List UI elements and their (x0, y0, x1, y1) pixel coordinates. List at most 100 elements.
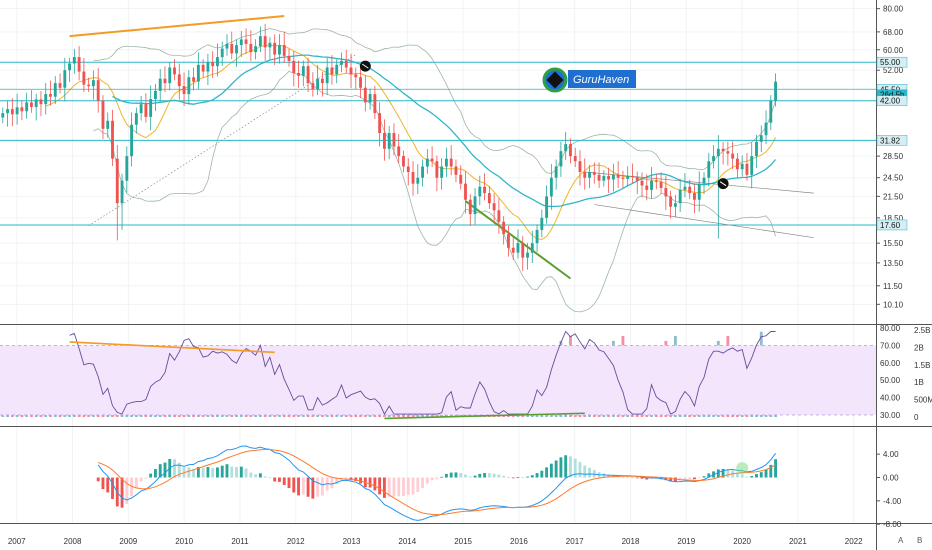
candle-body[interactable] (535, 229, 539, 244)
macd-histogram-bar[interactable] (187, 467, 191, 478)
candle-body[interactable] (340, 60, 343, 65)
macd-histogram-bar[interactable] (764, 469, 768, 478)
candle-body[interactable] (10, 109, 14, 115)
candle-body[interactable] (502, 221, 506, 235)
candle-body[interactable] (349, 67, 353, 75)
candle-body[interactable] (154, 90, 157, 100)
candle-body[interactable] (611, 174, 615, 180)
candle-body[interactable] (106, 120, 110, 129)
macd-histogram-bar[interactable] (382, 477, 386, 498)
candle-body[interactable] (516, 243, 520, 253)
macd-histogram-bar[interactable] (669, 477, 673, 482)
candle-body[interactable] (635, 177, 639, 181)
candle-body[interactable] (177, 74, 181, 87)
candle-body[interactable] (759, 135, 763, 142)
macd-panel[interactable] (96, 445, 777, 521)
volume-bar[interactable] (25, 413, 29, 417)
macd-histogram-bar[interactable] (125, 477, 129, 505)
candle-body[interactable] (196, 64, 200, 82)
macd-histogram-bar[interactable] (111, 477, 114, 499)
macd-histogram-bar[interactable] (774, 459, 777, 478)
volume-bar[interactable] (6, 413, 9, 417)
candle-body[interactable] (297, 72, 300, 76)
candle-body[interactable] (507, 234, 510, 248)
macd-histogram-bar[interactable] (573, 458, 577, 478)
macd-histogram-bar[interactable] (406, 477, 410, 496)
macd-histogram-bar[interactable] (311, 477, 315, 499)
macd-histogram-bar[interactable] (664, 477, 668, 481)
macd-histogram-bar[interactable] (716, 469, 720, 478)
candle-body[interactable] (373, 94, 377, 114)
macd-histogram-bar[interactable] (292, 477, 296, 493)
macd-histogram-bar[interactable] (354, 477, 358, 481)
macd-histogram-bar[interactable] (306, 477, 310, 497)
candle-body[interactable] (545, 196, 549, 218)
candle-body[interactable] (774, 81, 777, 101)
candle-body[interactable] (387, 133, 391, 149)
candle-body[interactable] (278, 45, 281, 55)
candle-body[interactable] (468, 199, 472, 215)
macd-histogram-bar[interactable] (254, 474, 258, 478)
candle-body[interactable] (621, 177, 625, 179)
candle-body[interactable] (631, 175, 634, 178)
candle-body[interactable] (230, 43, 234, 54)
macd-histogram-bar[interactable] (468, 476, 472, 478)
candle-body[interactable] (578, 161, 582, 173)
candle-body[interactable] (697, 183, 701, 200)
macd-histogram-bar[interactable] (225, 464, 229, 478)
macd-histogram-bar[interactable] (640, 477, 644, 479)
candle-body[interactable] (292, 60, 296, 73)
price-panel[interactable] (0, 14, 876, 313)
candle-body[interactable] (158, 78, 162, 91)
macd-histogram-bar[interactable] (249, 472, 253, 478)
macd-histogram-bar[interactable] (588, 467, 591, 478)
macd-histogram-bar[interactable] (239, 466, 243, 478)
candle-body[interactable] (664, 187, 668, 197)
macd-histogram-bar[interactable] (530, 475, 534, 478)
candle-body[interactable] (206, 62, 210, 72)
candle-body[interactable] (526, 252, 529, 258)
signal-line[interactable] (98, 449, 776, 516)
candle-body[interactable] (139, 104, 143, 114)
candle-body[interactable] (359, 77, 362, 88)
macd-histogram-bar[interactable] (559, 457, 563, 478)
macd-histogram-bar[interactable] (740, 474, 744, 478)
candle-body[interactable] (497, 210, 501, 222)
candle-body[interactable] (540, 217, 544, 230)
candle-body[interactable] (473, 196, 477, 215)
candle-body[interactable] (187, 77, 191, 95)
candle-body[interactable] (182, 86, 186, 95)
candle-body[interactable] (120, 180, 124, 204)
macd-histogram-bar[interactable] (134, 477, 138, 489)
candle-body[interactable] (378, 113, 382, 134)
candle-body[interactable] (363, 87, 367, 103)
candle-body[interactable] (134, 113, 138, 125)
macd-histogram-bar[interactable] (282, 477, 286, 485)
candle-body[interactable] (592, 172, 596, 175)
candle-body[interactable] (440, 166, 444, 178)
candle-body[interactable] (721, 148, 725, 152)
macd-histogram-bar[interactable] (154, 469, 157, 478)
candle-body[interactable] (549, 177, 553, 197)
volume-bar[interactable] (44, 414, 48, 417)
macd-histogram-bar[interactable] (769, 464, 773, 478)
macd-histogram-bar[interactable] (368, 477, 372, 488)
macd-histogram-bar[interactable] (244, 468, 248, 478)
macd-histogram-bar[interactable] (211, 468, 215, 478)
macd-histogram-bar[interactable] (735, 473, 739, 478)
macd-histogram-bar[interactable] (440, 476, 444, 478)
macd-histogram-bar[interactable] (335, 477, 339, 485)
candle-body[interactable] (616, 174, 620, 178)
macd-histogram-bar[interactable] (297, 477, 300, 496)
macd-histogram-bar[interactable] (697, 477, 701, 479)
macd-histogram-bar[interactable] (268, 477, 272, 479)
candle-body[interactable] (449, 158, 453, 167)
macd-histogram-bar[interactable] (425, 477, 429, 484)
candle-body[interactable] (416, 177, 420, 184)
macd-histogram-bar[interactable] (177, 462, 181, 478)
candle-body[interactable] (464, 183, 467, 200)
rsi-green-trendline[interactable] (384, 412, 585, 420)
candle-body[interactable] (49, 94, 52, 97)
macd-histogram-bar[interactable] (569, 456, 572, 478)
dotted-trendline[interactable] (88, 54, 356, 227)
